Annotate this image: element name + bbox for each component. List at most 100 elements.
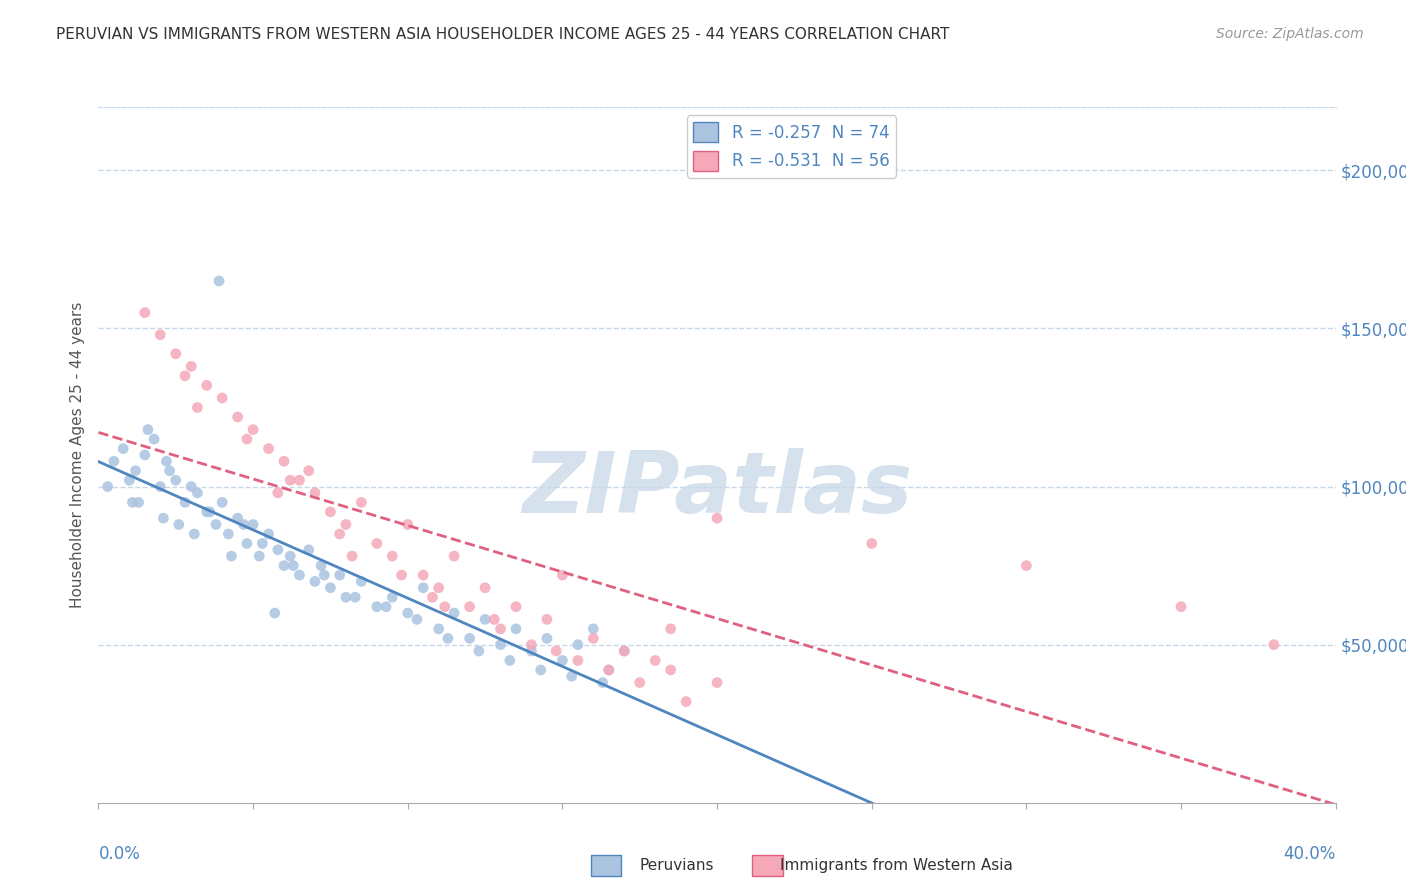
Point bbox=[221, 549, 243, 563]
Point bbox=[247, 549, 270, 563]
Point bbox=[335, 591, 357, 605]
Point bbox=[211, 391, 233, 405]
Point bbox=[304, 486, 326, 500]
Point bbox=[659, 622, 682, 636]
Point bbox=[505, 599, 527, 614]
Point bbox=[128, 495, 150, 509]
Point bbox=[335, 517, 357, 532]
Point bbox=[195, 505, 218, 519]
Point bbox=[226, 409, 249, 424]
Point bbox=[567, 638, 589, 652]
Point bbox=[344, 591, 367, 605]
Point bbox=[298, 464, 321, 478]
Point bbox=[155, 454, 177, 468]
Point bbox=[198, 505, 221, 519]
Point bbox=[381, 549, 404, 563]
Point bbox=[242, 423, 264, 437]
Point bbox=[396, 517, 419, 532]
Text: 40.0%: 40.0% bbox=[1284, 845, 1336, 863]
Point bbox=[180, 359, 202, 374]
Point bbox=[530, 663, 553, 677]
Point bbox=[112, 442, 135, 456]
Point bbox=[350, 574, 373, 589]
Point bbox=[165, 473, 187, 487]
Point bbox=[136, 423, 159, 437]
Point bbox=[174, 368, 197, 383]
Point bbox=[252, 536, 274, 550]
Point bbox=[288, 568, 311, 582]
Point bbox=[433, 599, 456, 614]
Point bbox=[406, 612, 429, 626]
Point bbox=[1015, 558, 1038, 573]
Point bbox=[134, 305, 156, 319]
Point bbox=[644, 653, 666, 667]
Point bbox=[489, 622, 512, 636]
Point bbox=[217, 527, 239, 541]
Point bbox=[366, 599, 388, 614]
Point bbox=[675, 695, 697, 709]
Point bbox=[474, 581, 496, 595]
Y-axis label: Householder Income Ages 25 - 44 years: Householder Income Ages 25 - 44 years bbox=[69, 301, 84, 608]
Point bbox=[391, 568, 413, 582]
Point bbox=[298, 542, 321, 557]
Point bbox=[437, 632, 460, 646]
Point bbox=[273, 454, 295, 468]
Point bbox=[489, 638, 512, 652]
Point bbox=[319, 581, 342, 595]
Point bbox=[375, 599, 398, 614]
Point bbox=[149, 327, 172, 342]
Point bbox=[1263, 638, 1285, 652]
Point bbox=[183, 527, 205, 541]
Point bbox=[267, 486, 290, 500]
Point bbox=[422, 591, 444, 605]
Point bbox=[458, 632, 481, 646]
Point bbox=[613, 644, 636, 658]
Point bbox=[628, 675, 651, 690]
Point bbox=[319, 505, 342, 519]
Point bbox=[304, 574, 326, 589]
Point bbox=[152, 511, 174, 525]
Point bbox=[143, 432, 166, 446]
Point bbox=[211, 495, 233, 509]
Point bbox=[205, 517, 228, 532]
Point bbox=[659, 663, 682, 677]
Text: PERUVIAN VS IMMIGRANTS FROM WESTERN ASIA HOUSEHOLDER INCOME AGES 25 - 44 YEARS C: PERUVIAN VS IMMIGRANTS FROM WESTERN ASIA… bbox=[56, 27, 949, 42]
Point bbox=[582, 622, 605, 636]
Point bbox=[350, 495, 373, 509]
Text: Source: ZipAtlas.com: Source: ZipAtlas.com bbox=[1216, 27, 1364, 41]
Point bbox=[706, 675, 728, 690]
Point bbox=[520, 638, 543, 652]
Point bbox=[167, 517, 190, 532]
Point bbox=[288, 473, 311, 487]
Point bbox=[180, 479, 202, 493]
Point bbox=[592, 675, 614, 690]
Point bbox=[242, 517, 264, 532]
Point bbox=[186, 401, 208, 415]
Point bbox=[329, 527, 352, 541]
Point bbox=[551, 653, 574, 667]
Point bbox=[598, 663, 620, 677]
Legend: R = -0.257  N = 74, R = -0.531  N = 56: R = -0.257 N = 74, R = -0.531 N = 56 bbox=[686, 115, 896, 178]
Point bbox=[121, 495, 143, 509]
Point bbox=[520, 644, 543, 658]
Point bbox=[598, 663, 620, 677]
Point bbox=[561, 669, 583, 683]
Point bbox=[536, 632, 558, 646]
Point bbox=[314, 568, 336, 582]
Point bbox=[236, 536, 259, 550]
Point bbox=[706, 511, 728, 525]
Point bbox=[412, 581, 434, 595]
Point bbox=[468, 644, 491, 658]
Point bbox=[208, 274, 231, 288]
Point bbox=[484, 612, 506, 626]
Point bbox=[124, 464, 146, 478]
Point bbox=[186, 486, 208, 500]
Point bbox=[273, 558, 295, 573]
Point bbox=[613, 644, 636, 658]
Point bbox=[118, 473, 141, 487]
Point bbox=[499, 653, 522, 667]
Point bbox=[546, 644, 568, 658]
Point bbox=[134, 448, 156, 462]
Point bbox=[1170, 599, 1192, 614]
Text: Immigrants from Western Asia: Immigrants from Western Asia bbox=[780, 858, 1014, 872]
